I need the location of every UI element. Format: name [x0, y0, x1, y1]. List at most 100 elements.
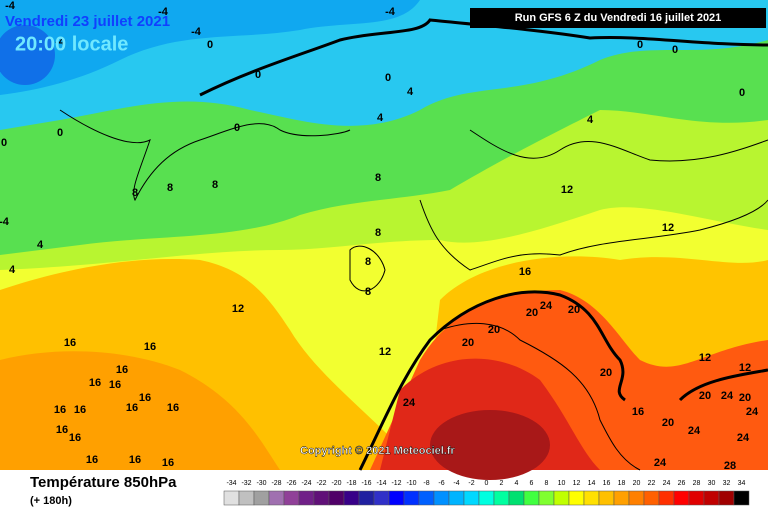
- contour-label: 4: [377, 112, 384, 124]
- coastlines: [59, 18, 768, 471]
- colorbar-swatch: [253, 490, 270, 506]
- colorbar-label: -30: [256, 480, 266, 487]
- colorbar-swatch: [268, 490, 285, 506]
- colorbar-label: 20: [633, 480, 641, 487]
- colorbar-label: 34: [738, 480, 746, 487]
- field: [0, 0, 420, 95]
- colorbar-label: -4: [453, 480, 459, 487]
- colorbar-swatch: [718, 490, 735, 506]
- field: [0, 351, 280, 470]
- colorbar-label: -10: [406, 480, 416, 487]
- contour-label: 16: [116, 364, 128, 376]
- colorbar-swatch: [658, 490, 675, 506]
- contour-label: 20: [526, 307, 538, 319]
- contour-label: 0: [1, 137, 7, 149]
- legend-subtitle: (+ 180h): [30, 495, 72, 507]
- contour-label: 0: [255, 69, 261, 81]
- contour-label: 16: [519, 266, 531, 278]
- contour-label: 24: [654, 457, 667, 469]
- copyright: Copyright © 2021 Meteociel.fr: [300, 445, 456, 457]
- contour-label: 12: [739, 362, 751, 374]
- contour-label: -4: [385, 6, 396, 18]
- contour-label: 4: [587, 114, 594, 126]
- colorbar-label: -12: [391, 480, 401, 487]
- contour-label: 8: [365, 286, 371, 298]
- contour-label: 16: [139, 392, 151, 404]
- colorbar-swatch: [283, 490, 300, 506]
- contour-label: 16: [632, 406, 644, 418]
- contour-label: 12: [232, 303, 244, 315]
- colorbar-swatch: [583, 490, 600, 506]
- colorbar-swatch: [358, 490, 375, 506]
- colorbar-swatch: [643, 490, 660, 506]
- contour-label: 20: [488, 324, 500, 336]
- legend-title: Température 850hPa: [30, 474, 177, 491]
- contour-label: 16: [86, 454, 98, 466]
- contour-label: 16: [167, 402, 179, 414]
- contour-label: 0: [234, 122, 240, 134]
- colorbar-label: -8: [423, 480, 429, 487]
- colorbar-label: 16: [603, 480, 611, 487]
- coastline: [469, 129, 768, 162]
- colorbar-label: -14: [376, 480, 386, 487]
- contour-label: 24: [540, 300, 553, 312]
- run-info: Run GFS 6 Z du Vendredi 16 juillet 2021: [515, 12, 722, 24]
- contour-label: -4: [5, 0, 16, 12]
- colorbar-swatch: [508, 490, 525, 506]
- coastline: [349, 245, 386, 292]
- contour-label: 0: [385, 72, 391, 84]
- colorbar-swatch: [538, 490, 555, 506]
- contour-label: 24: [721, 390, 734, 402]
- contour-label: 0: [57, 127, 63, 139]
- colorbar-swatch: [478, 490, 495, 506]
- colorbar-swatch: [463, 490, 480, 506]
- contour: [358, 290, 768, 471]
- colorbar-swatch: [733, 490, 750, 506]
- colorbar-label: 6: [530, 480, 534, 487]
- contour-label: 8: [375, 227, 381, 239]
- contour-label: -4: [0, 216, 10, 228]
- contour-label: 16: [64, 337, 76, 349]
- colorbar-label: -2: [468, 480, 474, 487]
- colorbar-swatch: [673, 490, 690, 506]
- contour-label: 12: [379, 346, 391, 358]
- colorbar-label: -32: [241, 480, 251, 487]
- contour-label: 0: [637, 39, 643, 51]
- contour-label: -4: [191, 26, 202, 38]
- colorbar-label: 30: [708, 480, 716, 487]
- contour-label: 16: [56, 424, 68, 436]
- field: [0, 25, 55, 85]
- colorbar-label: 10: [558, 480, 566, 487]
- contour-label: 0: [739, 87, 745, 99]
- contour-label: 20: [662, 417, 674, 429]
- colorbar-swatch: [373, 490, 390, 506]
- contour-label: 20: [568, 304, 580, 316]
- contour: [199, 18, 768, 97]
- contour-label: 16: [109, 379, 121, 391]
- colorbar: -34 -32 -30 -28 -26 -24 -22 -20 -18 -16 -14 -12 -10-…: [223, 480, 750, 506]
- contour-label: 4: [9, 264, 16, 276]
- colorbar-swatch: [223, 490, 240, 506]
- colorbar-swatch: [388, 490, 405, 506]
- colorbar-swatch: [328, 490, 345, 506]
- contour-label: 16: [74, 404, 86, 416]
- colorbar-label: 26: [678, 480, 686, 487]
- contour-label: 20: [739, 392, 751, 404]
- contour-label: 0: [672, 44, 678, 56]
- colorbar-label: 22: [648, 480, 656, 487]
- colorbar-swatch: [628, 490, 645, 506]
- contour-label: 8: [212, 179, 218, 191]
- contour-label: 8: [132, 187, 138, 199]
- map-fields: [0, 0, 768, 480]
- colorbar-swatch: [553, 490, 570, 506]
- coastline: [59, 109, 351, 202]
- colorbar-swatch: [613, 490, 630, 506]
- contour-labels: -4 -4 -4 -4 -4 0 0 0 0 0 0 0 0 0 4 4 4 8 8 8 8 8 8 8 -4 4 4 12 12 12 1…: [0, 0, 759, 472]
- colorbar-label: 8: [545, 480, 549, 487]
- contour-label: 28: [724, 460, 736, 472]
- colorbar-swatch: [343, 490, 360, 506]
- contour-label: 16: [129, 454, 141, 466]
- colorbar-swatch: [568, 490, 585, 506]
